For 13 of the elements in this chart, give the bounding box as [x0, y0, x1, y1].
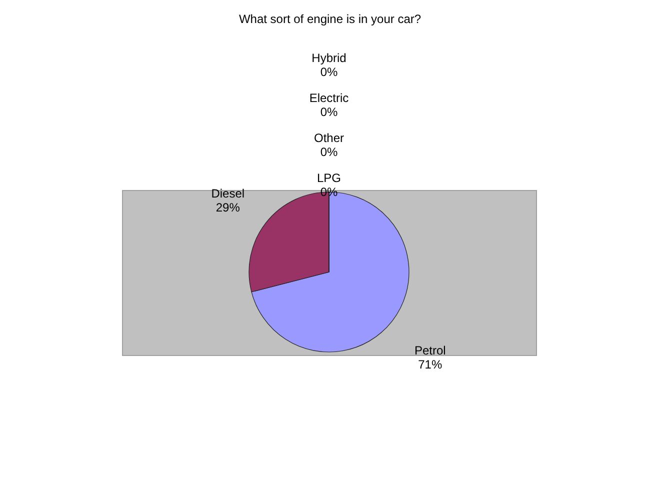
- text: 0%: [320, 65, 338, 79]
- chart-title: What sort of engine is in your car?: [238, 12, 422, 26]
- data-label: 71%: [418, 357, 442, 372]
- category-label: Electric: [309, 91, 349, 105]
- category-label: Hybrid: [312, 51, 346, 65]
- data-label: 29%: [216, 200, 240, 215]
- slice-label: Diesel: [211, 186, 245, 201]
- category-label: Other: [314, 131, 344, 145]
- slice-label: Petrol: [414, 343, 446, 358]
- text: 0%: [320, 145, 338, 159]
- category-label: LPG: [316, 171, 342, 185]
- text: 0%: [320, 185, 338, 199]
- text: 0%: [320, 105, 338, 119]
